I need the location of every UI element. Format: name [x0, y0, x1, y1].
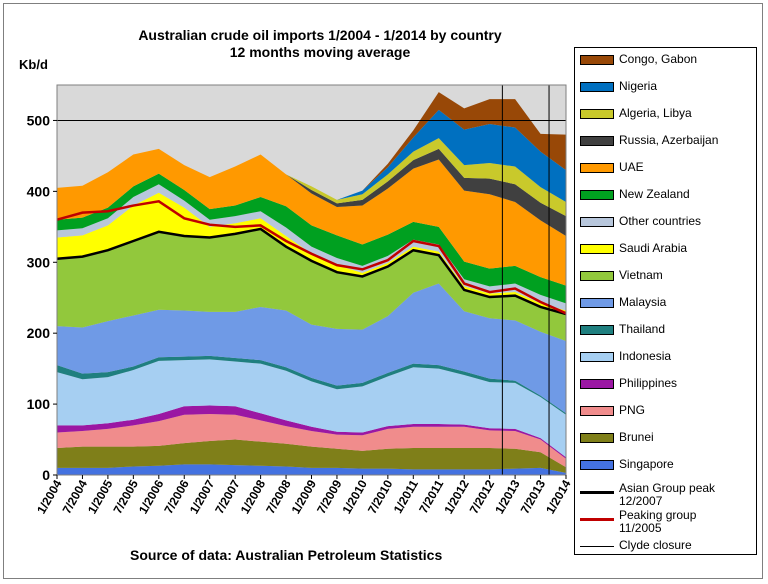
legend-swatch-singapore	[580, 460, 614, 470]
legend-swatch-russia-azerbaijan	[580, 136, 614, 146]
legend-item-singapore: Singapore	[580, 457, 755, 473]
legend-item-malaysia: Malaysia	[580, 295, 755, 311]
x-tick-label-1-2014: 1/2014	[543, 477, 574, 516]
legend-item-peaking-group-11-2005: Peaking group 11/2005	[580, 509, 755, 535]
y-tick-label-200: 200	[27, 325, 51, 341]
area-uae	[57, 148, 566, 286]
legend-item-algeria-libya: Algeria, Libya	[580, 106, 755, 122]
area-other-countries	[57, 184, 566, 311]
legend-label-brunei: Brunei	[619, 430, 654, 444]
area-nigeria	[57, 109, 566, 202]
legend-item-vietnam: Vietnam	[580, 268, 755, 284]
area-png	[57, 414, 566, 468]
legend-label-peaking-group-11-2005: Peaking group 11/2005	[619, 508, 697, 535]
legend-swatch-saudi-arabia	[580, 244, 614, 254]
area-russia-azerbaijan	[57, 148, 566, 237]
legend-swatch-peaking-group-11-2005	[580, 518, 614, 521]
legend-label-singapore: Singapore	[619, 457, 674, 471]
legend-swatch-thailand	[580, 325, 614, 335]
legend-label-vietnam: Vietnam	[619, 268, 663, 282]
legend-swatch-nigeria	[580, 82, 614, 92]
legend-item-uae: UAE	[580, 160, 755, 176]
y-tick-label-0: 0	[42, 467, 50, 483]
legend-label-png: PNG	[619, 403, 646, 417]
legend-label-congo-gabon: Congo, Gabon	[619, 52, 698, 66]
chart-title-line1: Australian crude oil imports 1/2004 - 1/…	[138, 27, 502, 43]
legend-swatch-png	[580, 406, 614, 416]
legend-item-congo-gabon: Congo, Gabon	[580, 52, 755, 68]
legend-swatch-algeria-libya	[580, 109, 614, 119]
legend-swatch-clyde-closure	[580, 546, 614, 547]
legend-swatch-asian-group-peak-12-2007	[580, 491, 614, 494]
legend-label-malaysia: Malaysia	[619, 295, 667, 309]
legend-item-russia-azerbaijan: Russia, Azerbaijan	[580, 133, 755, 149]
line-peaking-group-11-2005	[56, 199, 567, 315]
legend-item-asian-group-peak-12-2007: Asian Group peak 12/2007	[580, 482, 755, 508]
legend-swatch-indonesia	[580, 352, 614, 362]
legend: Congo, Gabon Nigeria Algeria, Libya Russia,…	[574, 47, 757, 555]
area-congo-gabon	[57, 92, 566, 200]
legend-swatch-malaysia	[580, 298, 614, 308]
legend-item-png: PNG	[580, 403, 755, 419]
legend-item-new-zealand: New Zealand	[580, 187, 755, 203]
legend-item-thailand: Thailand	[580, 322, 755, 338]
area-indonesia	[57, 359, 566, 458]
area-saudi-arabia	[57, 192, 566, 315]
legend-swatch-other-countries	[580, 217, 614, 227]
area-new-zealand	[57, 173, 566, 304]
legend-item-nigeria: Nigeria	[580, 79, 755, 95]
legend-swatch-vietnam	[580, 271, 614, 281]
legend-label-thailand: Thailand	[619, 322, 666, 336]
legend-item-clyde-closure: Clyde closure	[580, 538, 755, 554]
legend-label-clyde-closure: Clyde closure	[619, 538, 692, 552]
legend-swatch-uae	[580, 163, 614, 173]
legend-item-indonesia: Indonesia	[580, 349, 755, 365]
legend-label-nigeria: Nigeria	[619, 79, 658, 93]
legend-item-brunei: Brunei	[580, 430, 755, 446]
y-tick-label-100: 100	[27, 396, 51, 412]
x-tick-label-7-2010: 7/2010	[365, 477, 396, 516]
legend-swatch-philippines	[580, 379, 614, 389]
legend-label-uae: UAE	[619, 160, 644, 174]
area-singapore	[57, 464, 566, 475]
area-algeria-libya	[57, 138, 566, 217]
line-asian-group-peak-12-2007	[56, 227, 567, 316]
legend-swatch-brunei	[580, 433, 614, 443]
area-brunei	[57, 439, 566, 473]
legend-label-new-zealand: New Zealand	[619, 187, 690, 201]
y-axis-label: Kb/d	[19, 57, 48, 72]
legend-label-philippines: Philippines	[619, 376, 678, 390]
legend-label-russia-azerbaijan: Russia, Azerbaijan	[619, 133, 719, 147]
area-malaysia	[57, 283, 566, 414]
legend-swatch-congo-gabon	[580, 55, 614, 65]
source-note: Source of data: Australian Petroleum Sta…	[130, 547, 443, 563]
legend-label-algeria-libya: Algeria, Libya	[619, 106, 692, 120]
legend-label-asian-group-peak-12-2007: Asian Group peak 12/2007	[619, 481, 716, 508]
legend-label-other-countries: Other countries	[619, 214, 702, 228]
legend-label-saudi-arabia: Saudi Arabia	[619, 241, 688, 255]
legend-item-philippines: Philippines	[580, 376, 755, 392]
chart-title-line2: 12 months moving average	[229, 44, 411, 60]
y-tick-label-300: 300	[27, 254, 51, 270]
legend-label-indonesia: Indonesia	[619, 349, 672, 363]
legend-swatch-new-zealand	[580, 190, 614, 200]
y-tick-label-400: 400	[27, 183, 51, 199]
legend-item-saudi-arabia: Saudi Arabia	[580, 241, 755, 257]
legend-item-other-countries: Other countries	[580, 214, 755, 230]
y-tick-label-500: 500	[27, 112, 51, 128]
